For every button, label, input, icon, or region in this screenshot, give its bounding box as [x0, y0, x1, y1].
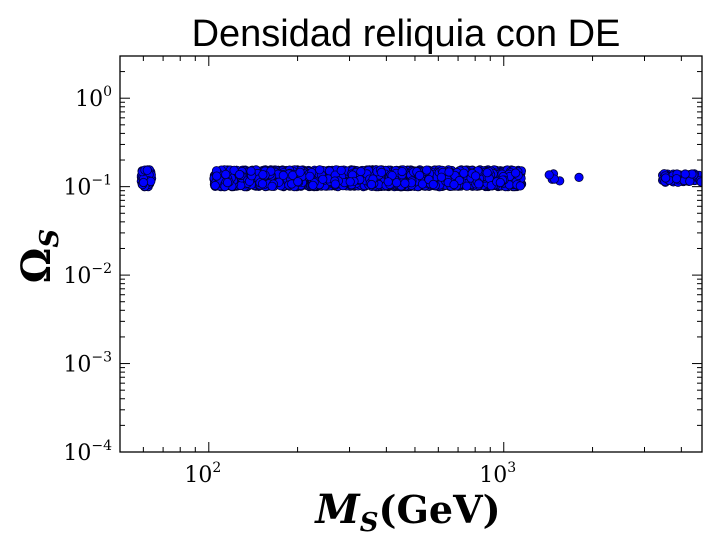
data-point — [235, 169, 245, 180]
data-point — [366, 179, 377, 190]
data-point — [574, 172, 584, 182]
data-point — [305, 171, 315, 181]
data-point — [336, 165, 346, 175]
data-point — [417, 179, 428, 189]
data-point — [345, 177, 355, 187]
data-point — [474, 179, 484, 189]
data-point — [696, 177, 702, 187]
data-point — [428, 179, 438, 189]
data-point — [221, 169, 231, 179]
y-axis-symbol: Ω — [13, 248, 60, 284]
y-tick-label: 10−1 — [63, 173, 112, 201]
data-point — [544, 170, 554, 180]
data-point — [212, 171, 222, 181]
data-point — [295, 167, 305, 177]
data-point — [470, 171, 481, 181]
data-point — [510, 168, 521, 178]
data-point — [482, 168, 492, 178]
data-point — [257, 179, 268, 189]
y-tick-label: 10−2 — [63, 261, 112, 289]
data-point — [414, 170, 425, 180]
x-axis-unit: (GeV) — [378, 487, 500, 532]
x-tick-label: 102 — [184, 460, 221, 488]
y-tick-label: 10−4 — [63, 438, 112, 466]
data-point — [671, 174, 682, 184]
data-point — [397, 166, 407, 177]
plot-area — [136, 165, 702, 192]
data-point — [330, 179, 340, 189]
y-axis-label: ΩS — [13, 229, 65, 283]
data-point — [436, 172, 446, 182]
data-point — [400, 178, 410, 188]
data-point — [680, 169, 690, 179]
data-point — [258, 170, 268, 180]
data-point — [267, 181, 277, 191]
data-point — [444, 167, 454, 177]
data-point — [449, 180, 459, 190]
data-point — [210, 180, 220, 191]
y-tick-label: 100 — [75, 84, 112, 112]
data-point — [383, 177, 393, 187]
data-point — [661, 173, 671, 183]
x-tick-label: 103 — [479, 460, 516, 488]
y-tick-label: 10−3 — [63, 350, 112, 378]
data-point — [515, 181, 525, 191]
data-point — [318, 174, 328, 184]
data-point — [293, 177, 303, 187]
data-point — [142, 165, 152, 175]
data-point — [246, 166, 256, 176]
data-point — [308, 180, 318, 190]
plot-frame — [119, 55, 703, 453]
data-point — [138, 177, 149, 188]
x-axis-label: MS(GeV) — [313, 486, 500, 538]
data-point — [495, 177, 505, 188]
y-axis-subscript: S — [35, 229, 65, 248]
x-axis-subscript: S — [360, 508, 379, 538]
data-point — [222, 178, 233, 188]
chart-title: Densidad reliquia con DE — [192, 13, 621, 55]
data-point — [315, 165, 325, 175]
data-point — [356, 166, 366, 177]
y-axis-ticks: 100 10−1 10−2 10−3 10−4 — [63, 55, 702, 466]
data-point — [376, 167, 387, 177]
x-axis-ticks: 102 103 — [119, 56, 682, 488]
data-point — [422, 165, 432, 175]
x-axis-symbol: M — [313, 486, 361, 533]
data-point — [278, 170, 288, 180]
data-point — [462, 181, 472, 191]
